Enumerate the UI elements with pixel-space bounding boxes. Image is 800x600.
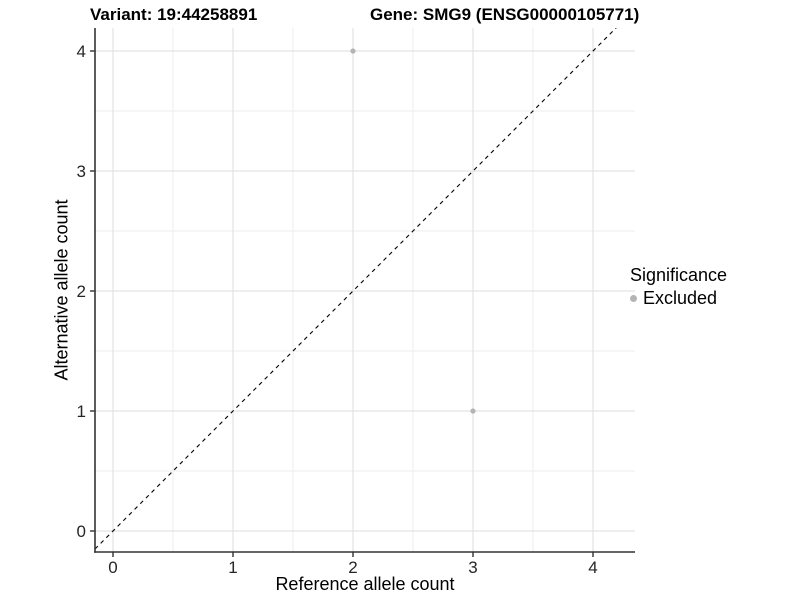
y-tick-label: 4 [77,42,86,61]
legend-entry-label: Excluded [643,288,718,308]
data-point [470,408,476,414]
variant-title: Variant: 19:44258891 [90,5,258,24]
legend-title: Significance [630,265,728,285]
y-tick-label: 0 [77,522,86,541]
x-tick-label: 3 [468,558,477,577]
y-tick-label: 3 [77,162,86,181]
x-tick-label: 1 [228,558,237,577]
y-tick-label: 1 [77,402,86,421]
x-tick-label: 0 [108,558,117,577]
legend-point-icon [630,295,637,302]
gene-title: Gene: SMG9 (ENSG00000105771) [370,5,640,24]
y-tick-label: 2 [77,282,86,301]
x-axis-title: Reference allele count [275,574,455,594]
x-tick-label: 2 [348,558,357,577]
identity-line [95,28,617,550]
data-point [350,48,356,54]
legend: Significance Excluded [630,265,795,309]
y-axis-title: Alternative allele count [51,199,72,381]
x-tick-label: 4 [588,558,597,577]
legend-entry-excluded: Excluded [630,288,795,309]
